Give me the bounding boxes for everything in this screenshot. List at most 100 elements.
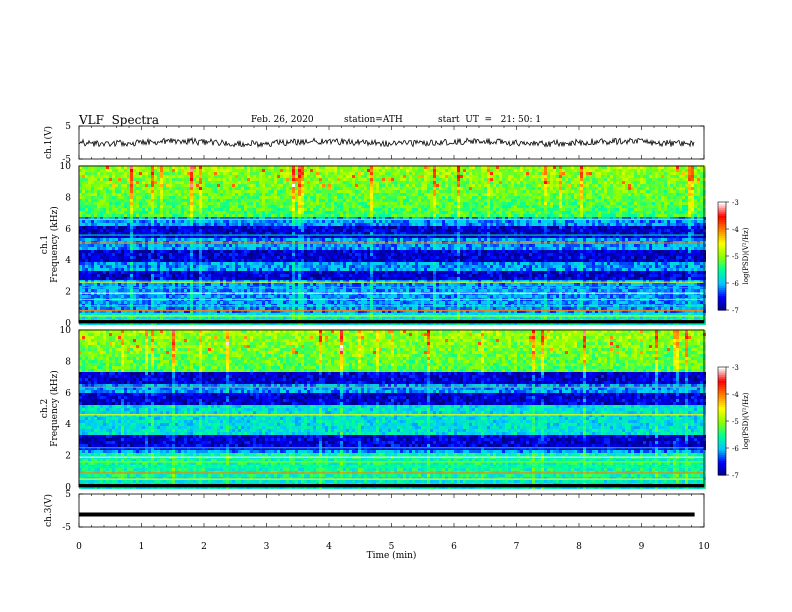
spectrogram-cell xyxy=(331,175,334,178)
spectrogram-cell xyxy=(238,193,241,196)
spectrogram-cell xyxy=(208,196,211,199)
spectrogram-cell xyxy=(598,223,601,226)
spectrogram-cell xyxy=(643,205,646,208)
spectrogram-cell xyxy=(388,208,391,211)
spectrogram-cell xyxy=(457,178,460,181)
spectrogram-cell xyxy=(346,214,349,217)
spectrogram-cell xyxy=(580,190,583,193)
spectrogram-cell xyxy=(376,196,379,199)
spectrogram-cell xyxy=(193,199,196,202)
spectrogram-cell xyxy=(403,193,406,196)
spectrogram-cell xyxy=(475,211,478,214)
spectrogram-cell xyxy=(571,205,574,208)
spectrogram-cell xyxy=(694,217,697,220)
spectrogram-cell xyxy=(265,175,268,178)
spectrogram-cell xyxy=(697,166,700,169)
spectrogram-cell xyxy=(379,211,382,214)
spectrogram-cell xyxy=(571,169,574,172)
spectrogram-cell xyxy=(616,205,619,208)
spectrogram-cell xyxy=(649,205,652,208)
spectrogram-cell xyxy=(259,175,262,178)
spectrogram-cell xyxy=(466,202,469,205)
spectrogram-cell xyxy=(610,208,613,211)
spectrogram-cell xyxy=(208,193,211,196)
spectrogram-cell xyxy=(157,175,160,178)
spectrogram-cell xyxy=(412,223,415,226)
spectrogram-cell xyxy=(307,226,310,229)
spectrogram-cell xyxy=(439,208,442,211)
spectrogram-cell xyxy=(313,199,316,202)
spectrogram-cell xyxy=(157,193,160,196)
spectrogram-cell xyxy=(178,199,181,202)
spectrogram-cell xyxy=(337,214,340,217)
spectrogram-cell xyxy=(214,187,217,190)
spectrogram-cell xyxy=(670,214,673,217)
spectrogram-cell xyxy=(163,181,166,184)
spectrogram-cell xyxy=(286,196,289,199)
spectrogram-cell xyxy=(118,196,121,199)
spectrogram-cell xyxy=(598,196,601,199)
spectrogram-cell xyxy=(469,172,472,175)
spectrogram-cell xyxy=(328,178,331,181)
spectrogram-cell xyxy=(130,202,133,205)
spectrogram-cell xyxy=(214,172,217,175)
spectrogram-cell xyxy=(535,199,538,202)
spectrogram-cell xyxy=(265,226,268,229)
spectrogram-cell xyxy=(214,175,217,178)
spectrogram-cell xyxy=(595,220,598,223)
spectrogram-cell xyxy=(193,187,196,190)
spectrogram-cell xyxy=(622,202,625,205)
spectrogram-cell xyxy=(661,187,664,190)
spectrogram-cell xyxy=(349,187,352,190)
spectrogram-cell xyxy=(211,208,214,211)
spectrogram-cell xyxy=(463,199,466,202)
spectrogram-cell xyxy=(349,217,352,220)
spectrogram-cell xyxy=(112,229,115,232)
spectrogram-cell xyxy=(514,211,517,214)
spectrogram-cell xyxy=(529,220,532,223)
spectrogram-cell xyxy=(316,205,319,208)
spectrogram-cell xyxy=(649,196,652,199)
spectrogram-cell xyxy=(673,217,676,220)
spectrogram-cell xyxy=(478,217,481,220)
spectrogram-cell xyxy=(625,205,628,208)
spectrogram-cell xyxy=(229,199,232,202)
spectrogram-cell xyxy=(649,175,652,178)
spectrogram-cell xyxy=(685,223,688,226)
spectrogram-cell xyxy=(685,211,688,214)
spectrogram-cell xyxy=(487,169,490,172)
spectrogram-cell xyxy=(226,202,229,205)
spectrogram-cell xyxy=(622,190,625,193)
spectrogram-cell xyxy=(448,205,451,208)
spectrogram-cell xyxy=(271,175,274,178)
spectrogram-cell xyxy=(403,229,406,232)
spectrogram-cell xyxy=(628,199,631,202)
spectrogram-cell xyxy=(241,208,244,211)
spectrogram-cell xyxy=(277,187,280,190)
spectrogram-cell xyxy=(628,175,631,178)
spectrogram-cell xyxy=(208,199,211,202)
spectrogram-cell xyxy=(274,175,277,178)
spectrogram-cell xyxy=(586,178,589,181)
spectrogram-cell xyxy=(607,175,610,178)
spectrogram-cell xyxy=(673,172,676,175)
spectrogram-cell xyxy=(157,178,160,181)
spectrogram-cell xyxy=(601,220,604,223)
spectrogram-cell xyxy=(388,223,391,226)
spectrogram-cell xyxy=(355,223,358,226)
spectrogram-cell xyxy=(487,229,490,232)
spectrogram-cell xyxy=(523,190,526,193)
spectrogram-cell xyxy=(358,190,361,193)
spectrogram-cell xyxy=(304,172,307,175)
spectrogram-cell xyxy=(508,169,511,172)
spectrogram-cell xyxy=(289,166,292,169)
spectrogram-cell xyxy=(424,166,427,169)
spectrogram-cell xyxy=(136,190,139,193)
spectrogram-cell xyxy=(613,193,616,196)
spectrogram-cell xyxy=(676,199,679,202)
spectrogram-cell xyxy=(496,196,499,199)
spectrogram-cell xyxy=(166,184,169,187)
spectrogram-cell xyxy=(607,181,610,184)
spectrogram-cell xyxy=(214,181,217,184)
spectrogram-cell xyxy=(286,184,289,187)
